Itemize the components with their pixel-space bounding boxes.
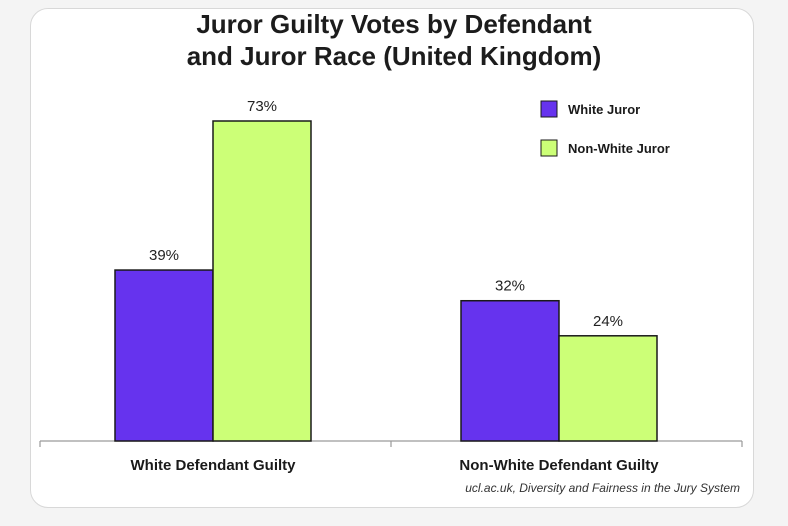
x-tick-label: Non-White Defendant Guilty: [459, 457, 659, 474]
bar-value-label: 24%: [593, 313, 623, 330]
chart-source-note: ucl.ac.uk, Diversity and Fairness in the…: [465, 481, 740, 495]
x-tick-label: White Defendant Guilty: [131, 457, 297, 474]
chart-title: Juror Guilty Votes by Defendant and Juro…: [0, 8, 788, 72]
bar: [558, 335, 658, 442]
chart-title-line-1: Juror Guilty Votes by Defendant: [196, 9, 592, 39]
bar-value-label: 32%: [495, 278, 525, 295]
bar-value-label: 73%: [247, 98, 277, 115]
bar: [212, 120, 312, 442]
bar: [460, 299, 560, 442]
chart-title-line-2: and Juror Race (United Kingdom): [186, 41, 602, 71]
legend-label: Non-White Juror: [568, 141, 670, 156]
legend-label: White Juror: [568, 102, 640, 117]
bar: [114, 269, 214, 442]
legend-swatch: [540, 139, 558, 157]
legend-swatch: [540, 100, 558, 118]
bar-value-label: 39%: [149, 247, 179, 264]
